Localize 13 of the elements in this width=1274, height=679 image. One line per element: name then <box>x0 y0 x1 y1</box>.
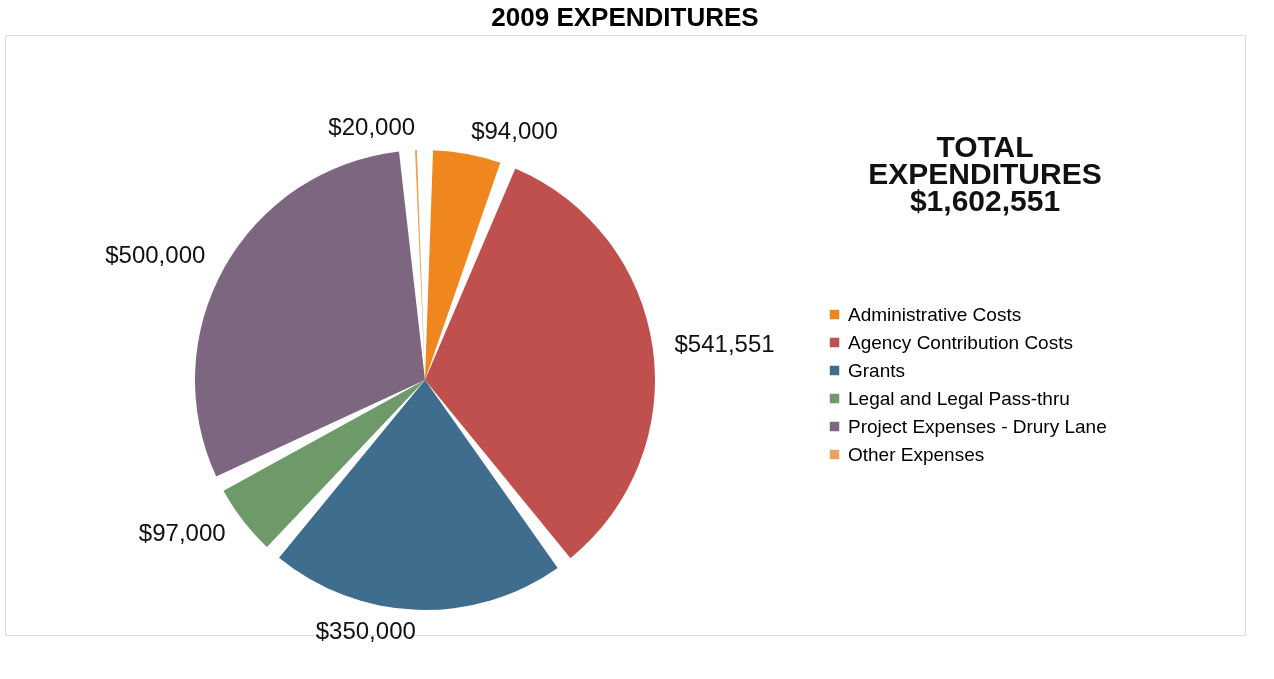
legend-label: Other Expenses <box>848 443 985 465</box>
data-label: $20,000 <box>328 113 416 141</box>
legend-label: Legal and Legal Pass-thru <box>848 387 1070 409</box>
data-label: $500,000 <box>105 241 206 269</box>
legend-label: Grants <box>848 359 906 381</box>
data-label: $97,000 <box>138 519 226 547</box>
legend-label: Administrative Costs <box>848 303 1022 325</box>
data-label: $94,000 <box>471 117 558 145</box>
legend-label: Project Expenses - Drury Lane <box>848 415 1107 437</box>
data-label: $541,551 <box>674 329 775 357</box>
legend-label: Agency Contribution Costs <box>848 331 1073 353</box>
chart-title: 2009 EXPENDITURES <box>491 2 759 32</box>
data-label: $350,000 <box>315 616 416 644</box>
